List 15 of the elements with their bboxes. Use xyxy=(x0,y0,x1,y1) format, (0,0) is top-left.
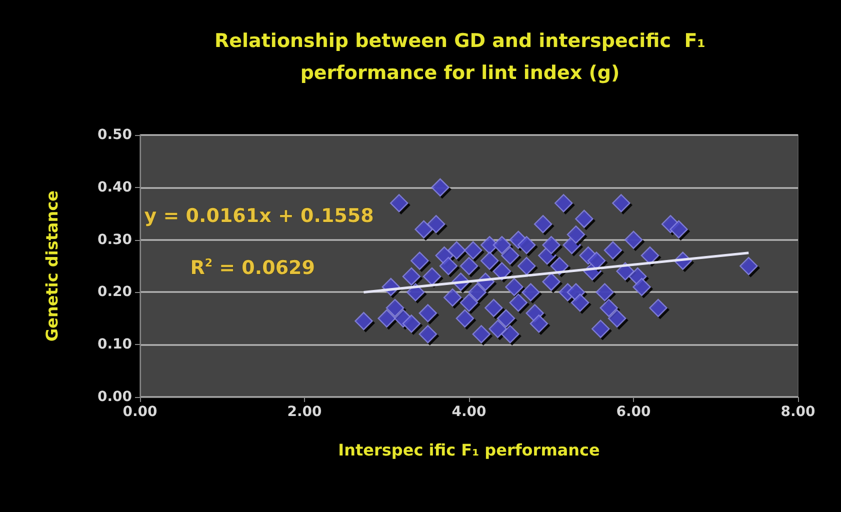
chart-title: Relationship between GD and interspecific F₁ performance for lint index (g) xyxy=(214,30,706,84)
annotation: y = 0.0161x + 0.1558 xyxy=(144,204,374,227)
y-tick-label: 0.20 xyxy=(97,284,132,300)
y-tick-label: 0.30 xyxy=(97,232,132,248)
x-tick-label: 2.00 xyxy=(287,404,322,420)
y-tick-label: 0.10 xyxy=(97,336,132,353)
x-tick-label: 4.00 xyxy=(452,404,487,420)
x-tick-label: 8.00 xyxy=(780,404,816,420)
x-axis-title: Interspec ific F₁ performance xyxy=(338,440,600,460)
x-tick-label: 0.00 xyxy=(122,404,158,420)
y-axis-title: Genetic distance xyxy=(42,190,62,342)
y-tick-label: 0.00 xyxy=(97,389,132,405)
x-tick-label: 6.00 xyxy=(616,404,652,420)
y-tick-label: 0.40 xyxy=(97,179,132,196)
y-tick-label: 0.50 xyxy=(97,127,132,143)
